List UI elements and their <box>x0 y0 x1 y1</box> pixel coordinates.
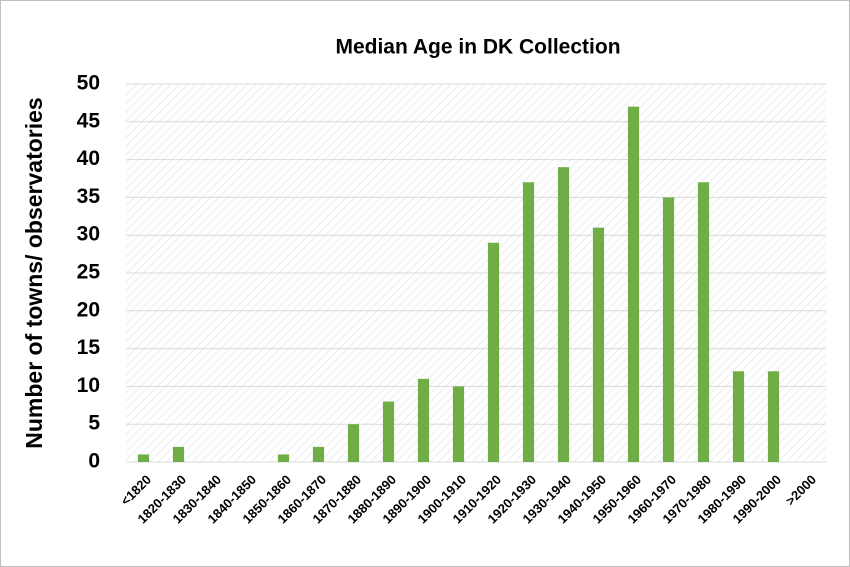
y-tick-label: 10 <box>77 374 100 397</box>
y-tick-label: 5 <box>88 412 100 435</box>
chart-title: Median Age in DK Collection <box>335 36 620 59</box>
bar <box>137 454 150 462</box>
bar <box>522 182 535 462</box>
bar <box>732 371 745 462</box>
y-tick-label: 20 <box>77 298 100 321</box>
bar <box>172 446 185 462</box>
bar <box>627 106 640 463</box>
y-tick-label: 40 <box>77 147 100 170</box>
bar <box>487 242 500 462</box>
y-axis-label: Number of towns/ observatories <box>21 97 47 448</box>
bar <box>312 446 325 462</box>
bar <box>697 182 710 462</box>
y-tick-label: 25 <box>77 261 101 284</box>
bar <box>592 227 605 462</box>
y-tick-label: 45 <box>77 109 101 132</box>
bar <box>452 386 465 462</box>
y-tick-label: 35 <box>77 185 101 208</box>
y-tick-label: 0 <box>88 450 100 473</box>
y-tick-label: 15 <box>77 336 101 359</box>
y-tick-label: 30 <box>77 223 100 246</box>
y-tick-label: 50 <box>77 72 100 95</box>
bar <box>382 401 395 462</box>
bar <box>417 378 430 462</box>
bar <box>557 167 570 462</box>
bar <box>662 197 675 462</box>
bar <box>767 371 780 462</box>
bar <box>277 454 290 462</box>
bar <box>347 424 360 462</box>
